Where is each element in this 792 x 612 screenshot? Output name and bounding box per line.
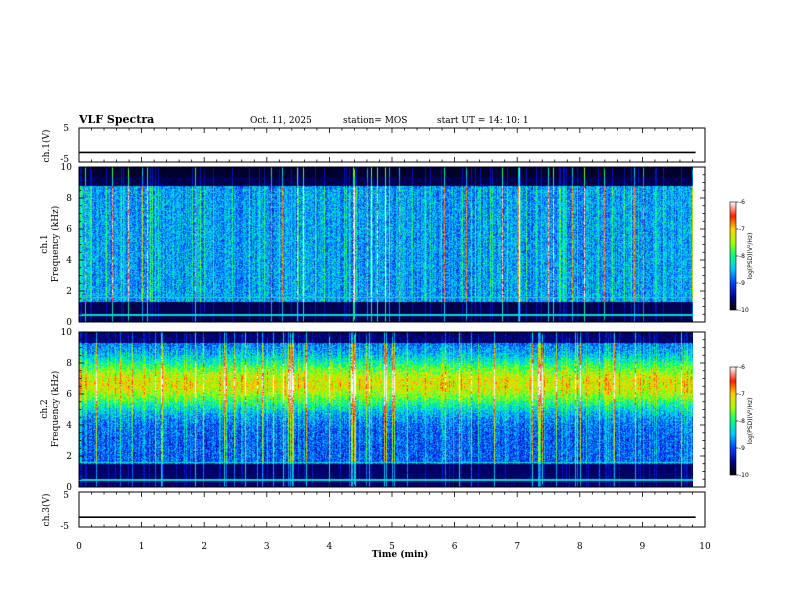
ch2-channel-label: ch.2 <box>40 399 50 418</box>
ch1-waveform-panel: ch.1(V) 5 -5 <box>41 124 706 165</box>
colorbar-tick-label: -9 <box>739 445 745 452</box>
ch3-waveform-frame <box>78 491 706 528</box>
y-tick-label: 2 <box>66 287 72 297</box>
ch1-waveform-frame <box>78 127 706 163</box>
colorbar-tick-label: -10 <box>739 472 749 479</box>
x-tick-label: 6 <box>452 542 458 552</box>
colorbar-tick-label: -6 <box>739 199 745 206</box>
ch2-spectrogram-area <box>79 332 693 487</box>
y-tick-label: 4 <box>66 421 72 431</box>
ch1-yticks: 0 2 4 6 8 10 <box>61 163 705 328</box>
ch1-spectrogram-panel: ch.1 Frequency (kHz) 0 2 4 6 8 10 <box>40 163 706 328</box>
station-label: station= MOS <box>343 116 407 126</box>
y-tick-label: 0 <box>66 318 72 328</box>
colorbar-tick-label: -7 <box>739 391 745 398</box>
y-tick-label: 2 <box>66 452 72 462</box>
ch2-spectrogram-canvas <box>79 332 693 487</box>
ch1-colorbar: -6 -7 -8 -9 -10 log(PSD)(V²/Hz) <box>729 199 754 314</box>
y-tick-label: 10 <box>61 328 73 338</box>
x-axis-ticks <box>78 128 706 527</box>
y-tick-label: 4 <box>66 256 72 266</box>
ch2-frequency-ylabel: Frequency (kHz) <box>50 371 61 448</box>
x-tick-label: 1 <box>139 542 145 552</box>
y-tick-label: 6 <box>66 390 72 400</box>
ch1-colorbar-scale <box>729 201 737 311</box>
colorbar-tick-label: -8 <box>739 253 745 260</box>
ch1-spectrogram-canvas <box>79 167 693 322</box>
x-axis-tick-labels: 0 1 2 3 4 5 6 7 8 9 10 <box>76 542 711 552</box>
ch2-colorbar-label: log(PSD)(V²/Hz) <box>747 398 754 445</box>
x-tick-label: 2 <box>201 542 207 552</box>
x-tick-label: 8 <box>577 542 583 552</box>
ch1-ytick-top: 5 <box>63 124 69 134</box>
ch3-waveform-ylabel: ch.3(V) <box>41 494 52 527</box>
y-tick-label: 8 <box>66 359 72 369</box>
ch1-colorbar-ticks: -6 -7 -8 -9 -10 <box>736 199 749 314</box>
ch1-colorbar-label: log(PSD)(V²/Hz) <box>747 233 754 280</box>
ch1-ytick-bottom: -5 <box>60 155 69 165</box>
x-tick-label: 5 <box>389 542 395 552</box>
ch2-yticks: 0 2 4 6 8 10 <box>61 328 705 493</box>
colorbar-tick-label: -7 <box>739 226 745 233</box>
ch1-waveform-ylabel: ch.1(V) <box>41 130 52 163</box>
y-tick-label: 10 <box>61 163 73 173</box>
x-axis-label: Time (min) <box>372 549 429 560</box>
ch2-colorbar: -6 -7 -8 -9 -10 log(PSD)(V²/Hz) <box>729 364 754 479</box>
x-tick-label: 3 <box>264 542 270 552</box>
y-tick-label: 6 <box>66 225 72 235</box>
colorbar-tick-label: -6 <box>739 364 745 371</box>
x-tick-label: 9 <box>640 542 646 552</box>
ch1-frequency-ylabel: Frequency (kHz) <box>50 206 61 283</box>
figure-title: VLF Spectra <box>78 113 154 126</box>
start-time-label: start UT = 14: 10: 1 <box>437 116 529 126</box>
colorbar-tick-label: -9 <box>739 280 745 287</box>
colorbar-tick-label: -8 <box>739 418 745 425</box>
ch2-colorbar-scale <box>729 366 737 476</box>
x-tick-label: 4 <box>327 542 333 552</box>
ch2-colorbar-ticks: -6 -7 -8 -9 -10 <box>736 364 749 479</box>
y-tick-label: 8 <box>66 194 72 204</box>
ch1-spectrogram-area <box>79 167 693 322</box>
ch3-ytick-top: 5 <box>63 491 69 501</box>
x-tick-label: 0 <box>76 542 82 552</box>
x-tick-label: 7 <box>514 542 520 552</box>
ch1-channel-label: ch.1 <box>40 234 50 253</box>
date-label: Oct. 11, 2025 <box>250 116 312 126</box>
colorbar-tick-label: -10 <box>739 307 749 314</box>
ch3-ytick-bottom: -5 <box>60 522 69 532</box>
x-tick-label: 10 <box>699 542 711 552</box>
ch2-spectrogram-panel: ch.2 Frequency (kHz) 0 2 4 6 8 10 <box>40 328 706 493</box>
ch3-waveform-panel: ch.3(V) 5 -5 <box>41 491 706 532</box>
y-tick-label: 0 <box>66 483 72 493</box>
